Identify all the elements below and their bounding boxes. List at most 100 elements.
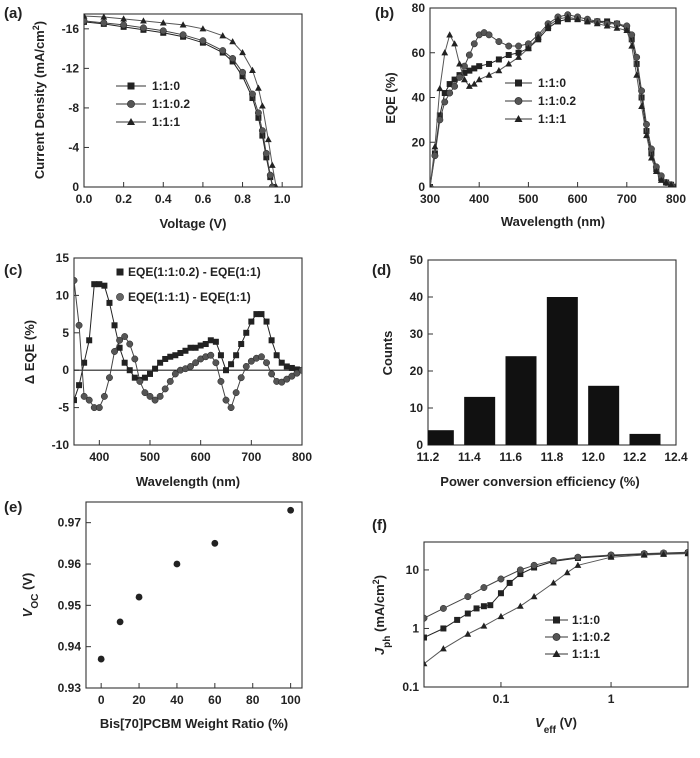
data-point: [229, 38, 237, 45]
data-point: [126, 367, 133, 374]
panel-e-ylabel: VOC (V): [20, 573, 41, 618]
x-tick-label: 11.8: [541, 450, 564, 464]
x-tick-label: 400: [89, 450, 109, 464]
data-point: [424, 634, 427, 641]
panel-a-frame: [83, 13, 303, 188]
data-point: [430, 183, 432, 187]
series-square: [74, 281, 302, 404]
data-point: [657, 176, 665, 183]
legend-item: 1:1:1: [505, 112, 566, 126]
data-point: [643, 131, 650, 139]
y-tick-label: -5: [58, 401, 69, 415]
data-point: [456, 73, 463, 81]
x-tick-label: 40: [170, 693, 184, 707]
data-point: [258, 353, 265, 361]
data-point: [495, 56, 502, 63]
data-point: [268, 183, 276, 187]
legend-item: 1:1:0: [505, 76, 566, 90]
x-tick-label: 20: [132, 693, 146, 707]
data-point: [441, 98, 449, 106]
data-point: [75, 321, 83, 329]
data-point: [74, 397, 77, 404]
x-tick-label: 0: [98, 693, 105, 707]
data-point: [268, 370, 276, 378]
panel-f-frame: [423, 541, 689, 688]
x-tick-label: 0.6: [195, 192, 212, 206]
y-tick-label: 40: [410, 290, 424, 304]
data-point: [451, 40, 458, 47]
data-point: [652, 167, 660, 174]
y-tick-label: 0.97: [58, 516, 82, 530]
y-tick-label: 0: [62, 363, 69, 377]
panel-a-legend: 1:1:0 1:1:0.2 1:1:1: [116, 79, 190, 129]
data-point: [643, 128, 650, 135]
panel-e-xlabel: Bis[70]PCBM Weight Ratio (%): [100, 716, 288, 731]
data-point: [525, 44, 532, 51]
bar: [629, 433, 661, 445]
data-point: [550, 579, 557, 586]
bar: [464, 396, 496, 445]
data-point: [593, 20, 601, 27]
data-point: [219, 47, 227, 55]
panel-c-frame: [73, 257, 303, 446]
panel-f-legend: 1:1:0 1:1:0.2 1:1:1: [545, 613, 610, 661]
data-point: [505, 60, 513, 67]
data-point: [217, 377, 225, 385]
y-tick-label: 0.1: [402, 680, 419, 694]
data-point: [439, 604, 447, 612]
data-point: [446, 89, 454, 97]
data-point: [603, 22, 611, 29]
data-point: [298, 366, 302, 374]
series-circle: [84, 17, 276, 187]
data-point: [121, 359, 128, 366]
panel-d-ticks: 11.2 11.4 11.6 11.8 12.0 12.2 12.4 0 10 20 30 40 50: [410, 253, 688, 464]
legend-label: 1:1:0.2: [152, 97, 190, 111]
y-tick-label: 40: [412, 91, 426, 105]
data-point: [584, 17, 591, 25]
legend-label: 1:1:0.2: [572, 630, 610, 644]
data-point: [638, 87, 646, 95]
data-point: [574, 15, 581, 22]
data-point: [461, 76, 468, 83]
y-tick-label: 80: [412, 1, 426, 15]
data-point: [97, 655, 105, 663]
legend-item: 1:1:1: [545, 647, 600, 661]
panel-a-ylabel: Current Density (mA/cm2): [31, 21, 47, 179]
x-tick-label: 800: [666, 192, 686, 206]
data-point: [613, 24, 621, 31]
data-point: [238, 341, 245, 348]
panel-b-xlabel: Wavelength (nm): [501, 214, 605, 229]
data-point: [574, 561, 582, 568]
y-tick-label: 10: [406, 563, 420, 577]
data-point: [470, 80, 478, 87]
bar: [546, 297, 578, 445]
data-point: [530, 561, 538, 569]
data-point: [212, 338, 219, 345]
bar: [505, 356, 537, 445]
data-point: [495, 38, 503, 46]
data-point: [431, 143, 439, 150]
data-point: [192, 344, 199, 351]
data-point: [228, 361, 235, 368]
data-point: [147, 370, 153, 377]
data-point: [278, 359, 285, 366]
data-point: [101, 282, 108, 289]
panel-e-plot: [97, 506, 295, 663]
data-point: [258, 127, 266, 135]
data-point: [140, 17, 147, 24]
data-point: [451, 76, 458, 83]
data-point: [465, 82, 473, 89]
panel-d-plot: [428, 297, 661, 445]
data-point: [177, 349, 184, 356]
y-tick-label: 0.94: [58, 640, 82, 654]
data-point: [485, 31, 493, 39]
panel-d-label: (d): [372, 262, 391, 279]
legend-item: 1:1:1: [116, 115, 180, 129]
data-point: [495, 67, 503, 74]
data-point: [187, 363, 194, 370]
data-point: [544, 22, 552, 29]
data-point: [131, 355, 139, 363]
data-point: [554, 15, 562, 22]
data-point: [456, 60, 463, 67]
